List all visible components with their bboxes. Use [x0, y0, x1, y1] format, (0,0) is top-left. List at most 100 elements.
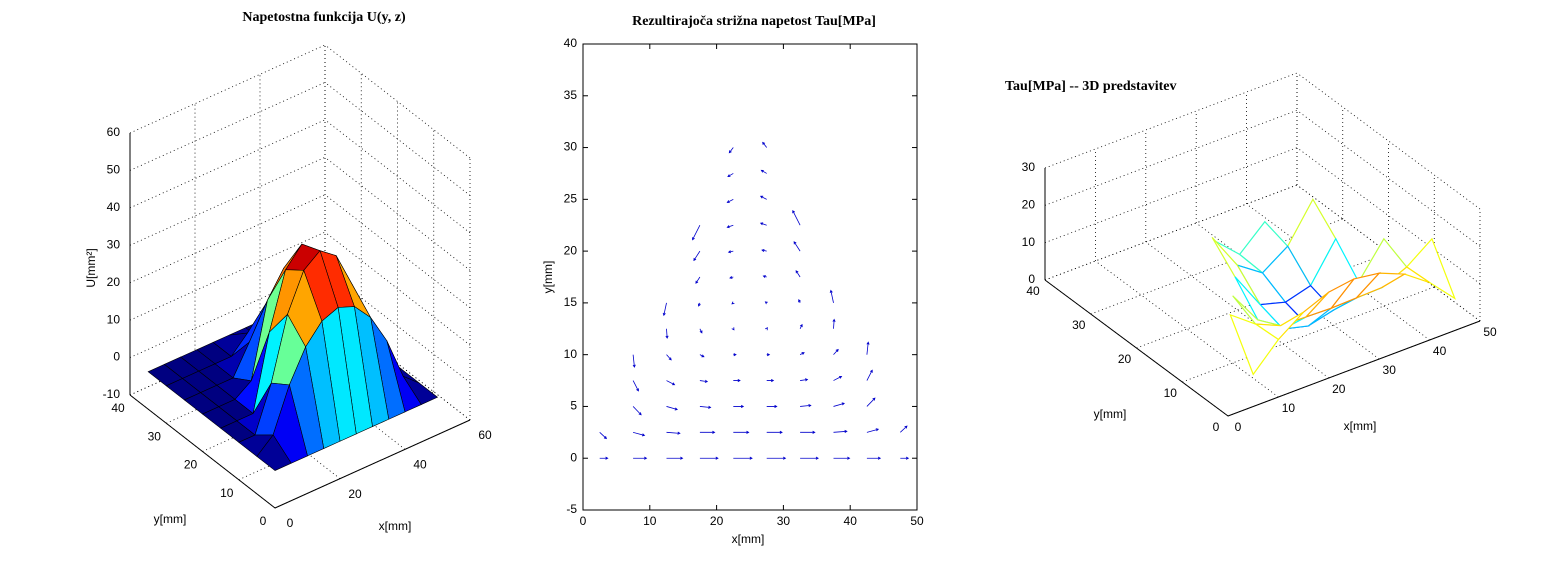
quiver-arrow: [727, 173, 734, 177]
x-tick-label: 20: [348, 487, 362, 501]
quiver-arrow: [599, 432, 607, 440]
quiver-arrow: [633, 456, 648, 460]
y-tick-label: 0: [1213, 420, 1220, 434]
x-tick-label: 40: [844, 514, 858, 528]
grid-line: [324, 119, 471, 234]
grid-line: [129, 156, 326, 246]
quiver-arrow: [800, 430, 816, 434]
quiver-arrow: [866, 369, 873, 381]
quiver-arrow: [699, 379, 709, 383]
y-tick-label: 30: [1072, 318, 1086, 332]
surface-cell: [256, 434, 292, 471]
x-tick-label: 50: [1483, 325, 1497, 339]
quiver-arrow: [759, 222, 767, 226]
y-tick-label: 25: [564, 192, 578, 206]
y-tick-label: 30: [148, 429, 162, 443]
quiver-arrow: [699, 354, 705, 358]
grid-line: [129, 119, 326, 209]
quiver-arrow: [866, 397, 876, 407]
y-tick-label: 15: [564, 295, 578, 309]
quiver-arrow: [762, 275, 767, 279]
grid-line: [1044, 147, 1298, 244]
y-tick-label: 10: [1164, 386, 1178, 400]
z-axis-label: U[mm²]: [84, 248, 98, 287]
quiver-arrow: [729, 275, 734, 279]
y-tick-label: 40: [1026, 284, 1040, 298]
x-tick-label: 60: [478, 428, 492, 442]
quiver-arrow: [727, 250, 734, 254]
quiver-arrow: [798, 299, 801, 304]
quiver-arrow: [666, 354, 672, 361]
y-axis-label: y[mm]: [1094, 407, 1127, 421]
quiver-arrow: [692, 225, 701, 241]
quiver-arrow: [728, 147, 734, 154]
quiver-arrow: [766, 353, 771, 357]
surface-cell: [1405, 237, 1457, 300]
y-tick-label: 40: [564, 36, 578, 50]
quiver-arrow: [766, 430, 783, 434]
quiver-arrow: [799, 323, 803, 329]
quiver-arrow: [731, 327, 735, 331]
quiver-arrow: [833, 402, 845, 407]
y-tick-label: 5: [570, 399, 577, 413]
y-tick-label: 35: [564, 88, 578, 102]
quiver-arrow: [829, 289, 834, 303]
quiver-arrow: [666, 431, 681, 435]
grid-line: [1182, 286, 1435, 383]
z-tick-label: 10: [1022, 235, 1036, 249]
quiver-arrow: [733, 456, 753, 460]
quiver-arrow: [866, 456, 882, 460]
quiver-arrow: [761, 248, 767, 253]
quiver-arrow: [800, 456, 819, 460]
x-tick-label: 0: [580, 514, 587, 528]
quiver-arrow: [766, 379, 775, 383]
z-tick-label: 40: [107, 200, 121, 214]
y-axis-label: y[mm]: [541, 261, 555, 294]
quiver-arrow: [662, 302, 667, 317]
quiver-arrow: [632, 431, 646, 437]
quiver-arrow: [762, 141, 768, 148]
quiver-arrow: [866, 341, 870, 355]
quiver-arrow: [733, 379, 741, 383]
x-tick-label: 20: [710, 514, 724, 528]
quiver-arrow: [665, 328, 669, 339]
quiver-arrow: [759, 195, 767, 200]
z-tick-label: 50: [107, 163, 121, 177]
quiver-arrow: [693, 250, 701, 262]
quiver-arrow: [599, 456, 609, 460]
chart-title: Tau[MPa] -- 3D predstavitev: [1005, 79, 1177, 94]
quiver-arrow: [766, 404, 778, 408]
quiver-arrow: [800, 404, 812, 408]
quiver-arrow: [731, 301, 735, 305]
quiver-arrow: [833, 456, 851, 460]
surface-plot: 0204060010203040-100102030405060x[mm]y[m…: [84, 44, 492, 533]
x-axis-label: x[mm]: [1344, 419, 1377, 433]
quiver-arrow: [726, 198, 734, 203]
grid-line: [1044, 109, 1298, 206]
z-tick-label: 10: [107, 312, 121, 326]
y-tick-label: 20: [1118, 352, 1132, 366]
chart-title: Napetostna funkcija U(y, z): [242, 10, 406, 25]
y-axis-label: y[mm]: [154, 512, 187, 526]
y-tick-label: 20: [564, 243, 578, 257]
y-tick-label: 10: [220, 486, 234, 500]
x-tick-label: 0: [287, 516, 294, 530]
quiver-arrow: [799, 352, 805, 356]
z-tick-label: 0: [113, 350, 120, 364]
quiver-arrow: [764, 327, 768, 331]
plot-frame: [582, 43, 918, 511]
grid-line: [129, 82, 326, 171]
quiver-arrow: [792, 209, 801, 226]
y-tick-label: 0: [570, 450, 577, 464]
x-tick-label: 30: [1383, 363, 1397, 377]
z-tick-label: 60: [107, 125, 121, 139]
x-tick-label: 40: [413, 458, 427, 472]
quiver-arrow: [699, 328, 703, 334]
y-tick-label: 0: [260, 514, 267, 528]
x-tick-label: 10: [643, 514, 657, 528]
quiver-arrow: [733, 430, 750, 434]
